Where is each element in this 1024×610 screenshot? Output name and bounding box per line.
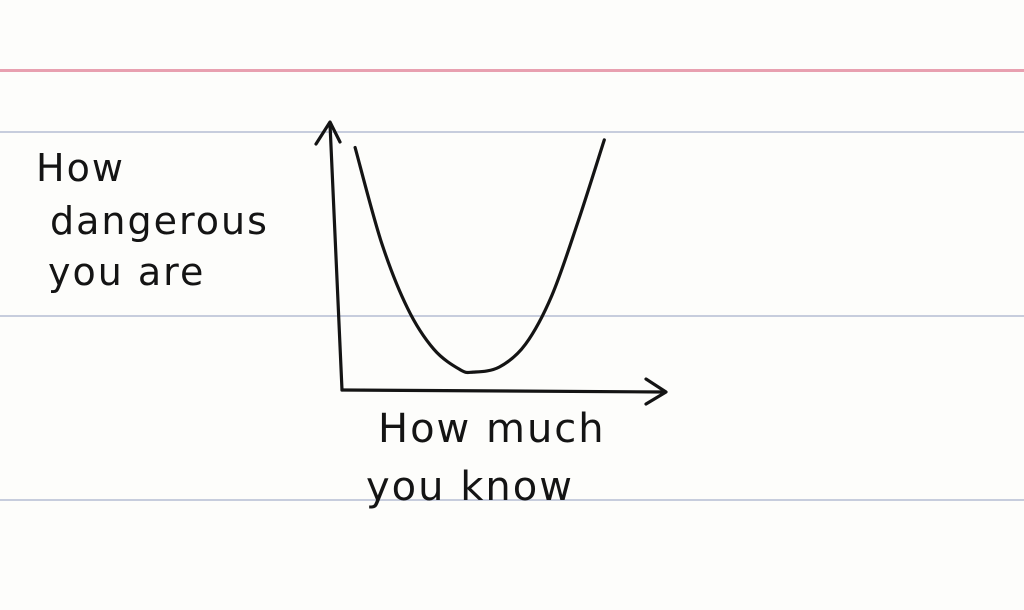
x-axis-label-line-2: you know (366, 464, 574, 510)
series-line (353, 138, 606, 375)
x-axis-label-line-1: How much (378, 406, 606, 452)
y-axis-arrowhead (314, 120, 342, 146)
y-axis-label: How dangerous you are (36, 146, 269, 294)
y-axis-label-line-2: dangerous (50, 199, 269, 243)
x-axis-arrowhead (644, 377, 668, 406)
red-margin-line (0, 69, 1024, 72)
axes (314, 120, 668, 406)
y-axis-label-line-3: you are (48, 250, 205, 294)
y-axis-label-line-1: How (36, 146, 125, 190)
x-axis (340, 388, 666, 394)
x-axis-label: How much you know (366, 406, 606, 510)
y-axis (328, 122, 344, 392)
